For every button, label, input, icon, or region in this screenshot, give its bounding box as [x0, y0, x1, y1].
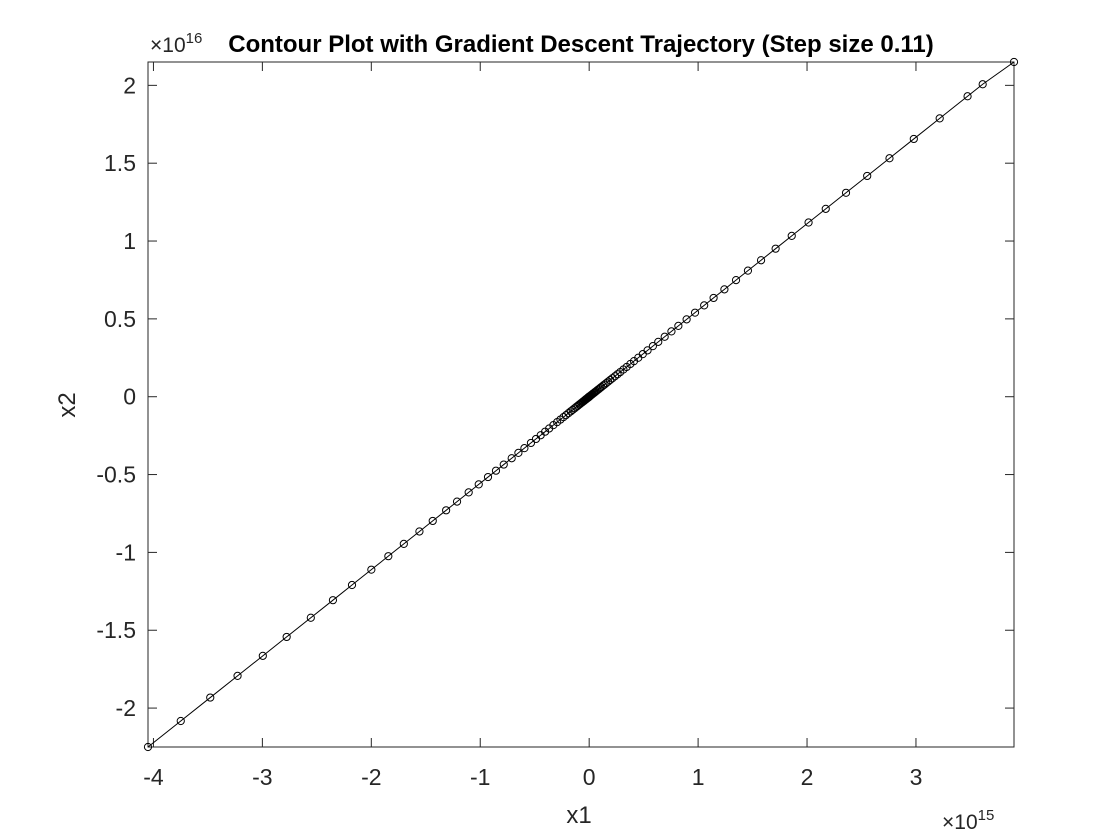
trajectory-point	[306, 613, 315, 622]
trajectory-point	[909, 134, 918, 144]
plot-area: -4 -3 -2 -1 0 1 2 3 -2 -1.5 -1 -0.5 0 0.5 1 1.5 2	[96, 57, 1019, 790]
trajectory-point	[731, 276, 741, 285]
trajectory-point	[978, 80, 987, 89]
trajectory-point	[428, 516, 437, 526]
trajectory-point	[674, 321, 683, 330]
y-axis-exponent-power: 16	[186, 30, 203, 47]
trajectory-point	[559, 413, 568, 422]
trajectory-point	[667, 327, 676, 336]
y-tick-label: -0.5	[96, 462, 136, 488]
trajectory-point	[885, 154, 894, 163]
y-axis-exponent: ×1016	[150, 30, 202, 57]
trajectory-point	[610, 372, 620, 381]
trajectory-point	[520, 444, 529, 453]
trajectory-point	[176, 716, 185, 726]
trajectory-point	[233, 671, 242, 681]
trajectory-point	[654, 337, 663, 346]
trajectory-point	[720, 285, 729, 294]
trajectory-point	[756, 256, 766, 265]
y-tick-label: 1.5	[104, 150, 136, 176]
trajectory-point	[499, 460, 508, 469]
trajectory-point	[700, 301, 709, 310]
trajectory-point	[282, 632, 291, 642]
trajectory-point	[526, 438, 536, 448]
x-tick-label: 3	[910, 764, 923, 790]
x-tick-label: -2	[361, 764, 381, 790]
y-tick-label: 1	[123, 228, 136, 254]
trajectory-point	[935, 114, 944, 123]
trajectory-point	[367, 565, 376, 574]
y-tick-label: 0	[123, 384, 136, 410]
trajectory-point	[787, 231, 796, 240]
y-tick-label: 2	[123, 72, 136, 98]
x-tick-label: 1	[692, 764, 705, 790]
trajectory-point	[821, 204, 830, 213]
trajectory-point	[206, 693, 215, 702]
trajectory-point	[841, 188, 851, 197]
trajectory-point	[863, 171, 872, 181]
y-tick-label: 0.5	[104, 306, 136, 332]
trajectory-point	[804, 218, 813, 227]
trajectory-point	[690, 308, 700, 317]
y-tick-label: -2	[116, 695, 136, 721]
trajectory-point	[143, 742, 153, 752]
y-tick-label: -1.5	[96, 617, 136, 643]
x-tick-label: -3	[252, 764, 272, 790]
trajectory-point	[415, 527, 424, 536]
trajectory-point	[1009, 57, 1019, 67]
x-axis-exponent-base: ×10	[942, 811, 978, 834]
x-axis-label: x1	[566, 802, 591, 829]
trajectory-point	[682, 315, 691, 324]
x-axis-ticks: -4 -3 -2 -1 0 1 2 3	[143, 62, 922, 790]
trajectory-point	[464, 488, 473, 497]
trajectory-point	[963, 92, 972, 101]
trajectory-point	[743, 266, 753, 275]
trajectory-point	[771, 244, 780, 253]
trajectory-point	[507, 454, 516, 463]
y-axis-ticks: -2 -1.5 -1 -0.5 0 0.5 1 1.5 2	[96, 72, 1014, 721]
y-axis-exponent-base: ×10	[150, 34, 186, 57]
x-axis-exponent: ×1015	[942, 807, 994, 834]
trajectory-point	[514, 448, 523, 458]
y-axis-label: x2	[54, 392, 81, 417]
trajectory-point	[491, 466, 501, 475]
x-axis-exponent-power: 15	[978, 807, 995, 824]
trajectory-point	[258, 651, 267, 660]
x-tick-label: -4	[143, 764, 164, 790]
trajectory-point	[399, 539, 408, 548]
x-tick-label: -1	[470, 764, 490, 790]
trajectory-point	[608, 374, 617, 383]
trajectory-series	[143, 57, 1019, 752]
y-tick-label: -1	[116, 539, 136, 565]
trajectory-point	[643, 346, 652, 355]
trajectory-point	[613, 370, 622, 379]
trajectory-point	[442, 506, 451, 515]
trajectory-point	[474, 480, 483, 489]
trajectory-point	[328, 596, 338, 605]
trajectory-point	[347, 580, 357, 590]
x-tick-label: 0	[583, 764, 596, 790]
trajectory-point	[648, 342, 657, 351]
trajectory-point	[384, 552, 393, 561]
trajectory-point	[709, 293, 718, 303]
trajectory-point	[452, 497, 462, 506]
trajectory-point	[660, 332, 669, 341]
x-tick-label: 2	[801, 764, 814, 790]
chart-title: Contour Plot with Gradient Descent Traje…	[228, 31, 934, 58]
trajectory-point	[483, 472, 493, 482]
